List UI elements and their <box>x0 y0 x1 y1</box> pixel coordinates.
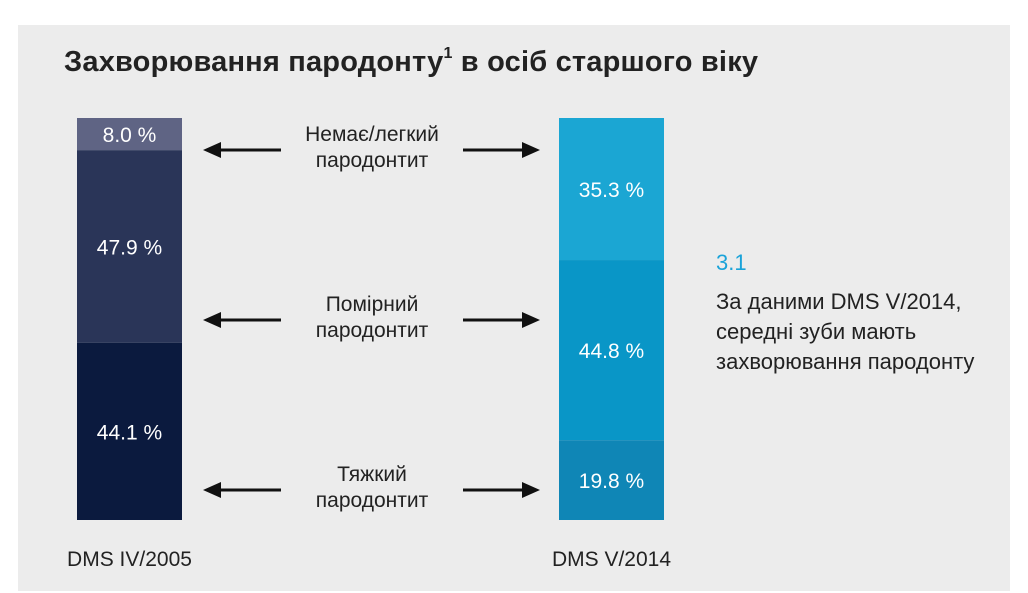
arrow-label: пародонтит <box>316 149 429 172</box>
data-label: 35.3 % <box>579 179 644 202</box>
arrow-label-bg <box>281 460 463 516</box>
arrow-label: Немає/легкий <box>305 123 439 146</box>
callout-number: 3.1 <box>716 250 747 275</box>
bar-segment-1-1 <box>77 118 182 151</box>
bar-segment-2-3 <box>559 440 664 520</box>
arrow-head-left <box>203 312 221 328</box>
data-label: 44.1 % <box>97 421 162 444</box>
arrow-label: пародонтит <box>316 489 429 512</box>
chart-title: Захворювання пародонту1 в осіб старшого … <box>64 45 759 79</box>
data-label: 8.0 % <box>103 124 157 147</box>
title-rest: в осіб старшого віку <box>452 46 759 78</box>
bar-segment-2-2 <box>559 260 664 441</box>
arrow-head-right <box>522 482 540 498</box>
data-label: 47.9 % <box>97 236 162 259</box>
bar-segment-1-2 <box>77 150 182 343</box>
chart-panel <box>18 25 1010 591</box>
arrow-label-bg <box>281 120 463 176</box>
data-label: 19.8 % <box>579 470 644 493</box>
arrow-head-right <box>522 142 540 158</box>
arrow-head-left <box>203 482 221 498</box>
category-label: DMS IV/2005 <box>67 548 192 571</box>
bar-segment-1-3 <box>77 342 182 520</box>
arrow-label: Тяжкий <box>337 463 407 486</box>
arrow-label: Помірний <box>326 293 419 316</box>
callout-text: За даними DMS V/2014, середні зуби мають… <box>716 289 975 374</box>
title-main: Захворювання пародонту <box>64 46 444 78</box>
arrow-label-bg <box>281 290 463 346</box>
arrow-head-left <box>203 142 221 158</box>
title-footnote-mark: 1 <box>443 45 453 63</box>
bar-segment-2-1 <box>559 118 664 261</box>
data-label: 44.8 % <box>579 340 644 363</box>
category-label: DMS V/2014 <box>552 548 671 571</box>
arrow-head-right <box>522 312 540 328</box>
arrow-label: пародонтит <box>316 319 429 342</box>
